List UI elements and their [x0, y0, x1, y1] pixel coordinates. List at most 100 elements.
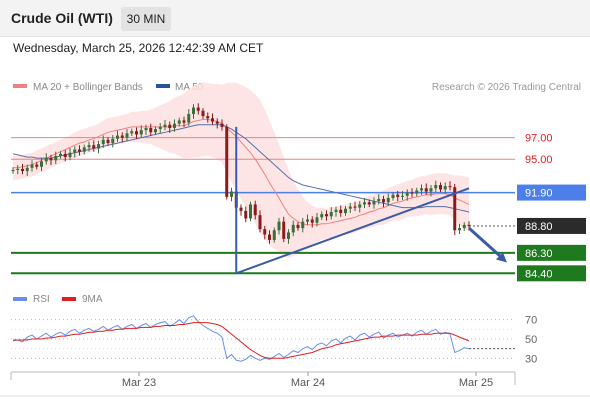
candle-body [30, 164, 34, 168]
candle-body [206, 116, 210, 119]
candle-body [49, 158, 53, 161]
candle-body [168, 124, 172, 128]
candle-body [462, 224, 466, 229]
candle-body [21, 168, 24, 172]
legend-ma50-swatch [156, 84, 170, 88]
candle-body [363, 202, 366, 205]
candle-body [230, 191, 233, 197]
rsi-tick-70: 70 [525, 315, 537, 327]
candle-body [97, 144, 100, 149]
candle-body [401, 195, 404, 197]
x-tick-label: Mar 23 [122, 377, 156, 389]
candle-body [125, 133, 129, 138]
candle-body [358, 204, 362, 208]
candle-body [192, 107, 195, 114]
legend-rsi-swatch [13, 297, 27, 301]
datetime-label: Wednesday, March 25, 2026 12:42:39 AM CE… [13, 41, 264, 55]
legend-9ma-label: 9MA [82, 294, 103, 305]
candle-body [120, 135, 124, 138]
time-axis: Mar 23 Mar 24 Mar 25 [0, 371, 590, 397]
candle-body [443, 186, 447, 190]
candle-body [54, 155, 58, 161]
level-label-84.40: 84.40 [525, 268, 553, 280]
level-badge-91.90 [517, 184, 586, 201]
candle-body [11, 169, 15, 172]
candle-body [78, 149, 81, 152]
candle-body [320, 214, 324, 218]
candle-body [68, 152, 72, 158]
legend-ma20-label: MA 20 + Bollinger Bands [33, 82, 143, 93]
candle-body [348, 206, 352, 209]
candle-body [211, 118, 214, 122]
candle-body [35, 164, 39, 167]
candle-body [92, 145, 96, 149]
candle-body [439, 185, 442, 190]
level-label-95.00: 95.00 [525, 154, 553, 166]
candle-body [116, 135, 119, 139]
level-label-91.90: 91.90 [525, 188, 553, 200]
last-price-label: 88.80 [525, 221, 553, 233]
candle-body [344, 208, 347, 214]
bollinger-band [13, 82, 469, 259]
candle-body [453, 187, 457, 231]
candle-body [16, 168, 20, 170]
rsi-tick-30: 30 [525, 353, 537, 365]
candle-body [106, 139, 110, 144]
candle-body [467, 224, 471, 226]
candle-body [386, 197, 390, 203]
candle-body [367, 202, 371, 205]
candle-body [25, 167, 29, 172]
candle-body [82, 147, 86, 152]
candle-body [306, 219, 309, 222]
candle-body [196, 107, 200, 111]
x-tick-label: Mar 24 [291, 377, 325, 389]
candle-body [339, 209, 343, 214]
candle-body [173, 123, 176, 128]
candle-body [296, 224, 300, 229]
candle-body [268, 234, 271, 240]
candle-body [329, 211, 333, 217]
candle-body [130, 131, 134, 134]
candle-body [163, 124, 167, 127]
forecast-arrow-shaft [467, 226, 506, 261]
candle-body [372, 201, 376, 205]
candle-body [249, 204, 252, 219]
candle-body [182, 120, 186, 123]
candle-body [101, 139, 105, 145]
legend-ma50-label: MA 50 [175, 82, 204, 93]
candle-body [40, 161, 43, 167]
candle-body [353, 206, 357, 208]
trendline [235, 187, 470, 275]
candle-body [334, 209, 338, 212]
candle-body [63, 153, 67, 158]
candle-body [424, 188, 428, 192]
price-plot-area: 97.00 95.00 91.90 88.80 86.30 84.40 [11, 82, 586, 282]
legend-rsi-label: RSI [33, 294, 50, 305]
candle-body [415, 190, 419, 194]
candle-body [391, 194, 395, 198]
x-tick-label: Mar 25 [459, 377, 493, 389]
timeframe-button[interactable]: 30 MIN [121, 7, 171, 31]
candle-body [149, 127, 153, 133]
candle-body [244, 210, 248, 219]
legend-9ma-swatch [62, 297, 76, 301]
candle-body [201, 110, 205, 117]
candle-body [382, 199, 385, 203]
candle-body [220, 123, 224, 127]
candle-body [301, 221, 305, 229]
candle-body [325, 214, 328, 217]
instrument-title: Crude Oil (WTI) [11, 10, 113, 26]
candle-body [377, 199, 381, 202]
candle-body [405, 192, 409, 196]
candle-body [429, 188, 433, 192]
candle-body [458, 228, 461, 231]
candle-body [154, 129, 157, 133]
candle-body [420, 188, 423, 191]
candle-body [187, 113, 191, 123]
ma20-line [13, 118, 470, 226]
candle-body [44, 158, 48, 162]
candle-body [73, 149, 77, 153]
candle-body [396, 194, 400, 197]
candle-body [315, 217, 319, 223]
